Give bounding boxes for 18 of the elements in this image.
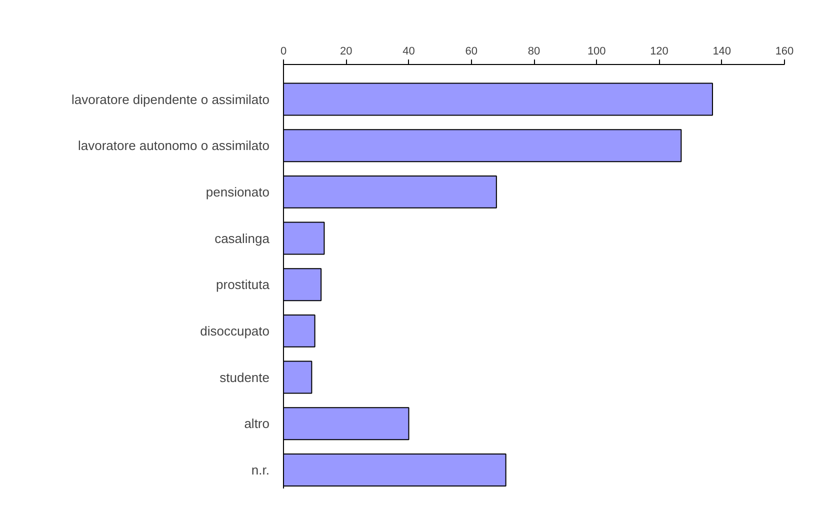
x-tick-label: 140 [712, 46, 732, 58]
y-tick-label: prostituta [216, 277, 270, 292]
y-tick-label: studente [220, 370, 270, 385]
x-tick-label: 80 [528, 46, 540, 58]
y-tick-label: n.r. [251, 462, 270, 478]
y-tick-label: casalinga [214, 230, 270, 246]
y-tick-label: lavoratore dipendente o assimilato [71, 92, 270, 107]
y-tick-label: disoccupato [200, 323, 270, 338]
y-tick-label: pensionato [206, 184, 270, 200]
x-tick-label: 0 [280, 46, 287, 58]
x-tick-label: 60 [465, 46, 478, 58]
x-tick-label: 120 [650, 46, 668, 58]
x-tick-label: 100 [587, 46, 606, 58]
x-tick-label: 160 [775, 46, 794, 58]
x-tick-label: 40 [402, 46, 415, 58]
y-tick-label: altro [244, 416, 270, 432]
y-tick-label: lavoratore autonomo o assimilato [78, 138, 270, 154]
x-tick-label: 20 [340, 46, 352, 58]
